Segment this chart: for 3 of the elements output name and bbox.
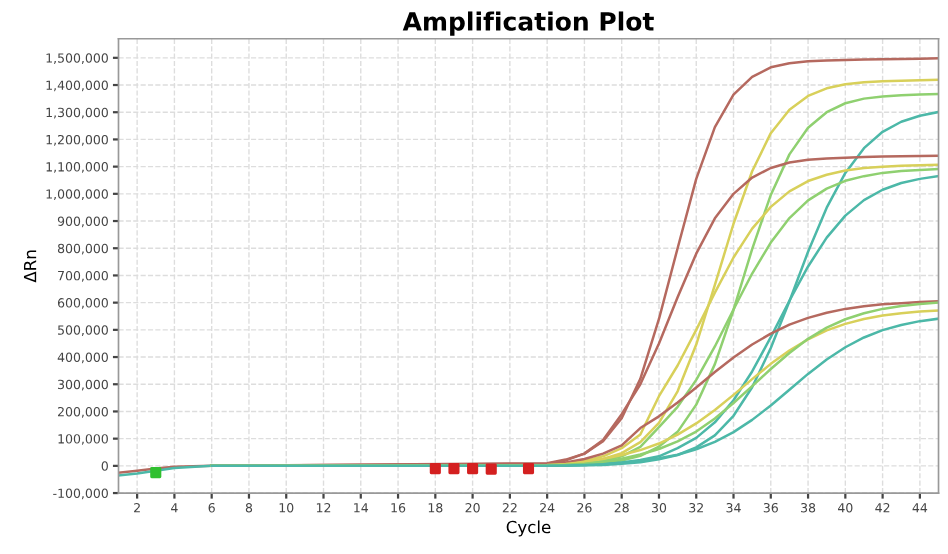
- chart-title: Amplification Plot: [402, 11, 654, 36]
- y-axis-title: ΔRn: [23, 250, 37, 283]
- x-axis-title: Cycle: [506, 520, 551, 537]
